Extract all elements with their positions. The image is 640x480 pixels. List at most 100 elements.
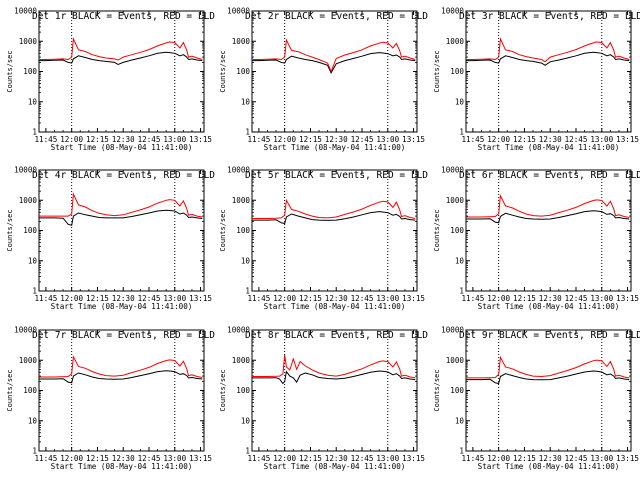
y-tick-label: 1: [459, 287, 464, 296]
panel-title: Det 4r BLACK = Events, RED = LLD: [32, 170, 215, 181]
x-tick-label: 12:15: [513, 454, 536, 463]
y-tick-label: 10: [241, 97, 251, 106]
x-tick-label: 12:45: [565, 454, 588, 463]
y-tick-label: 100: [450, 67, 464, 76]
y-tick-label: 1: [32, 128, 37, 137]
x-tick-label: 13:00: [163, 454, 186, 463]
plot-frame: [465, 169, 632, 292]
y-tick-label: 1000: [19, 356, 38, 365]
plot-frame: [251, 169, 418, 292]
panel-title: Det 1r BLACK = Events, RED = LLD: [32, 11, 215, 22]
x-tick-label: 11:45: [34, 135, 57, 144]
y-tick-label: 10: [241, 416, 251, 425]
detector-panel: Det 6r BLACK = Events, RED = LLD 1 10 100 10…: [433, 166, 640, 312]
events-series-line: [466, 210, 630, 224]
x-axis-label: Start Time (08-May-04 11:41:00): [478, 143, 620, 152]
y-axis-label: Counts/sec: [6, 369, 14, 411]
y-tick-label: 1: [245, 447, 250, 456]
events-series-line: [39, 370, 203, 384]
x-tick-label: 13:00: [163, 135, 186, 144]
x-tick-label: 13:15: [189, 454, 212, 463]
x-tick-label: 12:45: [351, 454, 374, 463]
x-tick-label: 11:45: [34, 454, 57, 463]
lld-series-line: [39, 37, 203, 61]
y-tick-label: 10: [28, 97, 38, 106]
events-series-line: [252, 211, 416, 225]
y-tick-label: 10: [28, 256, 38, 265]
y-axis-label: Counts/sec: [433, 209, 441, 251]
detector-panel: Det 1r BLACK = Events, RED = LLD 1 10 100 10…: [6, 7, 215, 153]
x-tick-label: 12:00: [60, 454, 83, 463]
lld-series-line: [466, 194, 630, 218]
x-tick-label: 12:15: [86, 454, 109, 463]
y-tick-label: 100: [236, 67, 250, 76]
y-tick-label: 10: [455, 97, 465, 106]
x-tick-label: 12:15: [86, 294, 109, 303]
y-tick-label: 1: [32, 447, 37, 456]
y-axis-label: Counts/sec: [219, 209, 227, 251]
x-tick-label: 12:15: [299, 294, 322, 303]
detector-panel: Det 2r BLACK = Events, RED = LLD 1 10 100 10…: [219, 7, 428, 153]
x-tick-label: 13:00: [376, 294, 399, 303]
x-tick-label: 12:00: [273, 454, 296, 463]
panel-title: Det 8r BLACK = Events, RED = LLD: [245, 330, 428, 341]
y-axis-label: Counts/sec: [433, 369, 441, 411]
x-axis-label: Start Time (08-May-04 11:41:00): [51, 462, 193, 471]
y-tick-label: 1: [459, 128, 464, 137]
x-tick-label: 12:30: [112, 135, 135, 144]
y-axis-label: Counts/sec: [433, 50, 441, 92]
x-axis-label: Start Time (08-May-04 11:41:00): [264, 302, 406, 311]
x-tick-label: 13:15: [616, 135, 639, 144]
x-axis-label: Start Time (08-May-04 11:41:00): [478, 462, 620, 471]
y-tick-label: 1: [459, 447, 464, 456]
x-tick-label: 13:00: [590, 454, 613, 463]
events-series-line: [252, 370, 416, 385]
x-tick-label: 12:45: [138, 294, 161, 303]
y-tick-label: 1: [245, 128, 250, 137]
lld-series-line: [252, 38, 416, 73]
y-tick-label: 1: [245, 287, 250, 296]
x-tick-label: 12:15: [86, 135, 109, 144]
plot-frame: [38, 329, 205, 452]
x-tick-label: 13:15: [189, 135, 212, 144]
x-tick-label: 12:45: [138, 454, 161, 463]
panel-title: Det 6r BLACK = Events, RED = LLD: [459, 170, 640, 181]
y-axis-label: Counts/sec: [219, 50, 227, 92]
x-tick-label: 13:15: [616, 454, 639, 463]
y-tick-label: 10000: [14, 326, 37, 335]
x-tick-label: 13:15: [402, 454, 425, 463]
x-tick-label: 13:15: [402, 135, 425, 144]
y-tick-label: 1000: [19, 196, 38, 205]
detector-panel: Det 9r BLACK = Events, RED = LLD 1 10 100 10…: [433, 326, 640, 472]
lld-series-line: [252, 354, 416, 379]
events-series-line: [252, 52, 416, 75]
y-tick-label: 100: [450, 386, 464, 395]
y-tick-label: 1000: [232, 196, 251, 205]
plot-frame: [38, 169, 205, 292]
y-tick-label: 10000: [441, 7, 464, 16]
y-tick-label: 10: [455, 416, 465, 425]
y-tick-label: 10000: [441, 166, 464, 175]
panel-title: Det 3r BLACK = Events, RED = LLD: [459, 11, 640, 22]
detector-panel: Det 3r BLACK = Events, RED = LLD 1 10 100 10…: [433, 7, 640, 153]
x-axis-label: Start Time (08-May-04 11:41:00): [51, 143, 193, 152]
x-tick-label: 12:00: [487, 294, 510, 303]
y-tick-label: 10000: [227, 326, 250, 335]
detector-panel: Det 4r BLACK = Events, RED = LLD 1 10 100 10…: [6, 166, 215, 312]
x-tick-label: 13:15: [402, 294, 425, 303]
x-tick-label: 12:00: [487, 454, 510, 463]
x-tick-label: 12:30: [325, 135, 348, 144]
detector-panel: Det 8r BLACK = Events, RED = LLD 1 10 100 10…: [219, 326, 428, 472]
x-tick-label: 13:00: [163, 294, 186, 303]
x-tick-label: 11:45: [461, 454, 484, 463]
events-series-line: [39, 209, 203, 226]
lld-series-line: [39, 355, 203, 378]
y-tick-label: 1000: [232, 356, 251, 365]
x-tick-label: 13:00: [376, 454, 399, 463]
x-tick-label: 12:00: [273, 135, 296, 144]
x-tick-label: 13:00: [376, 135, 399, 144]
x-tick-label: 12:00: [487, 135, 510, 144]
x-tick-label: 12:00: [60, 135, 83, 144]
x-tick-label: 11:45: [461, 294, 484, 303]
x-axis-label: Start Time (08-May-04 11:41:00): [478, 302, 620, 311]
